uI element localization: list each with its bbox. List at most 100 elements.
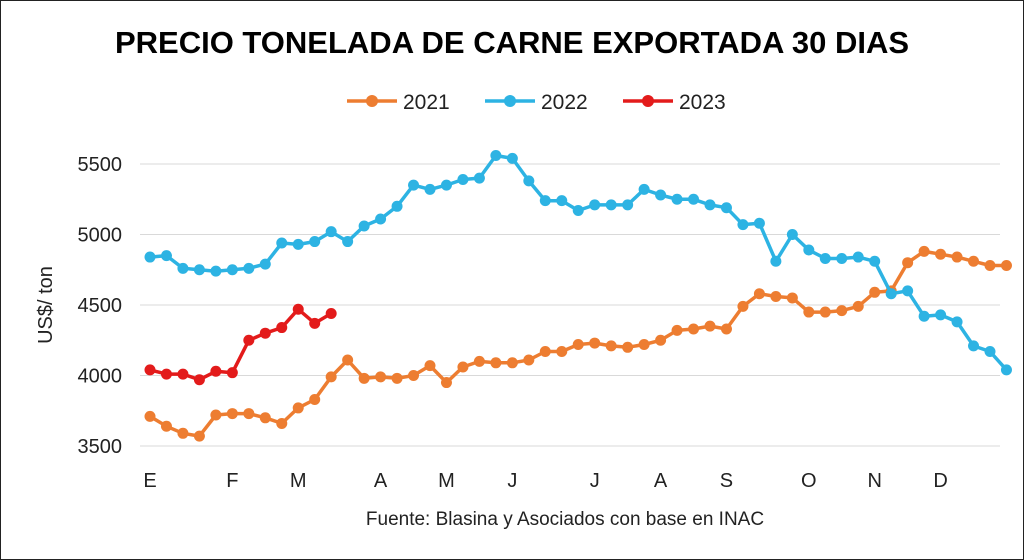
data-point — [704, 320, 716, 332]
data-point — [342, 236, 354, 248]
legend-item-2021: 2021 — [347, 91, 450, 114]
data-point — [506, 357, 518, 369]
series-2022 — [144, 150, 1012, 376]
data-point — [951, 251, 963, 263]
data-point — [720, 323, 732, 335]
data-point — [638, 338, 650, 350]
data-point — [819, 252, 831, 264]
legend-item-2023: 2023 — [623, 91, 726, 114]
data-point — [753, 217, 765, 229]
data-point — [292, 402, 304, 414]
data-point — [490, 150, 502, 162]
data-point — [539, 195, 551, 207]
data-point — [737, 300, 749, 312]
data-point — [309, 236, 321, 248]
data-point — [375, 213, 387, 225]
legend-label: 2022 — [541, 91, 588, 114]
data-point — [638, 183, 650, 195]
data-point — [885, 288, 897, 300]
data-point — [210, 265, 222, 277]
data-point — [786, 229, 798, 240]
data-point — [160, 420, 172, 432]
data-point — [688, 193, 700, 205]
data-point — [309, 317, 321, 329]
data-point — [276, 322, 288, 334]
data-point — [506, 152, 518, 164]
data-point — [226, 367, 238, 379]
chart-title: PRECIO TONELADA DE CARNE EXPORTADA 30 DI… — [115, 25, 909, 60]
x-tick-label: F — [226, 470, 238, 492]
data-point — [786, 292, 798, 304]
data-point — [803, 306, 815, 318]
data-point — [358, 372, 370, 384]
data-series — [144, 150, 1012, 442]
data-point — [440, 377, 452, 389]
data-point — [144, 410, 156, 422]
data-point — [177, 262, 189, 274]
y-tick-label: 5000 — [78, 225, 123, 247]
data-point — [391, 200, 403, 212]
data-point — [210, 365, 222, 377]
data-point — [671, 193, 683, 205]
data-point — [951, 316, 963, 328]
data-point — [753, 288, 765, 300]
data-point — [968, 340, 980, 352]
data-point — [177, 368, 189, 380]
data-point — [968, 255, 980, 267]
data-point — [276, 237, 288, 249]
data-point — [243, 408, 255, 420]
data-point — [655, 189, 667, 201]
data-point — [292, 303, 304, 315]
series-2021 — [144, 245, 1012, 442]
data-point — [1000, 260, 1012, 272]
data-point — [325, 371, 337, 383]
chart-legend: 2021 2022 2023 — [347, 91, 726, 114]
data-point — [424, 360, 436, 372]
data-point — [737, 219, 749, 231]
legend-marker — [504, 95, 516, 107]
data-point — [408, 370, 420, 381]
data-point — [589, 337, 601, 349]
x-tick-label: M — [290, 470, 307, 492]
y-tick-label: 3500 — [78, 436, 123, 458]
y-axis-label: US$/ ton — [35, 266, 57, 344]
x-tick-label: M — [438, 470, 455, 492]
data-point — [1000, 364, 1012, 376]
data-point — [984, 260, 996, 272]
data-point — [539, 346, 551, 358]
data-point — [193, 374, 205, 386]
data-point — [391, 372, 403, 384]
x-tick-label: A — [374, 470, 388, 492]
data-point — [770, 291, 782, 303]
data-point — [622, 199, 634, 211]
x-tick-label: S — [720, 470, 733, 492]
data-point — [342, 354, 354, 366]
x-tick-label: E — [143, 470, 156, 492]
data-point — [605, 199, 617, 211]
data-point — [259, 327, 271, 339]
data-point — [210, 409, 222, 421]
data-point — [803, 244, 815, 256]
x-tick-label: J — [590, 470, 600, 492]
x-tick-label: N — [867, 470, 881, 492]
data-point — [226, 264, 238, 276]
data-point — [869, 286, 881, 298]
data-point — [671, 324, 683, 336]
data-point — [292, 238, 304, 250]
x-tick-label: A — [654, 470, 668, 492]
data-point — [655, 334, 667, 346]
data-point — [836, 252, 848, 264]
data-point — [556, 195, 568, 207]
legend-label: 2023 — [679, 91, 726, 114]
y-tick-label: 4000 — [78, 366, 123, 388]
data-point — [935, 309, 947, 321]
data-point — [572, 205, 584, 217]
data-point — [770, 255, 782, 267]
data-point — [918, 310, 930, 322]
data-point — [226, 408, 238, 420]
y-axis-ticks: 3500 4000 4500 5000 5500 — [78, 154, 123, 458]
data-point — [984, 346, 996, 358]
data-point — [243, 262, 255, 274]
